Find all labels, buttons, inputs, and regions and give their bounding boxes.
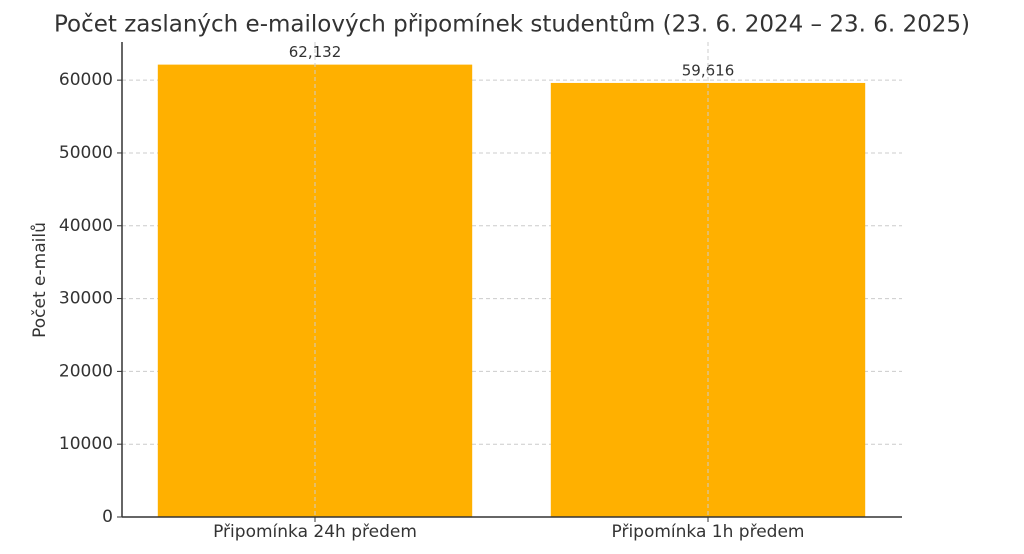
x-tick-label: Připomínka 1h předem xyxy=(612,522,805,542)
y-tick-label: 40000 xyxy=(59,216,113,236)
x-tick-label: Připomínka 24h předem xyxy=(213,522,417,542)
chart-title: Počet zaslaných e-mailových připomínek s… xyxy=(54,11,970,38)
y-tick-label: 60000 xyxy=(59,70,113,90)
y-tick-label: 30000 xyxy=(59,289,113,309)
y-tick-label: 50000 xyxy=(59,143,113,163)
y-tick-label: 20000 xyxy=(59,361,113,381)
y-tick-label: 10000 xyxy=(59,434,113,454)
y-tick-label: 0 xyxy=(102,507,113,527)
y-axis-label: Počet e-mailů xyxy=(30,222,50,338)
